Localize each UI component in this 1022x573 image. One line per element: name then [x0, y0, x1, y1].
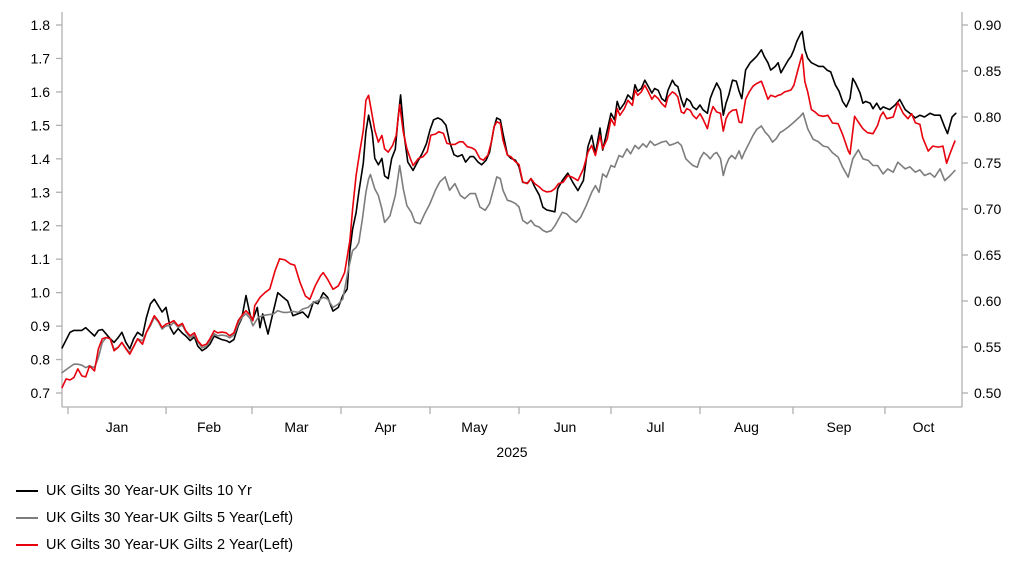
month-label-sep: Sep	[827, 419, 852, 435]
legend-line-swatch-gray	[16, 516, 38, 519]
legend-line-swatch-red	[16, 543, 38, 546]
right-axis-tick-label: 0.60	[974, 293, 1001, 309]
left-axis-tick-label: 0.8	[31, 352, 51, 368]
left-axis-tick-label: 1.1	[31, 251, 51, 267]
month-label-mar: Mar	[284, 419, 308, 435]
month-label-jun: Jun	[554, 419, 577, 435]
legend-label: UK Gilts 30 Year-UK Gilts 10 Yr	[46, 482, 252, 499]
legend-line-swatch-black	[16, 489, 38, 492]
left-axis-tick-label: 1.3	[31, 184, 51, 200]
left-axis-tick-label: 1.0	[31, 285, 51, 301]
series-line-3	[61, 53, 956, 389]
series-line-1	[61, 30, 957, 352]
x-axis-year-label: 2025	[496, 444, 527, 460]
left-axis-tick-label: 0.9	[31, 318, 51, 334]
month-label-may: May	[461, 419, 487, 435]
left-axis-tick-label: 1.7	[31, 50, 51, 66]
month-label-oct: Oct	[913, 419, 935, 435]
month-label-feb: Feb	[197, 419, 221, 435]
legend-label: UK Gilts 30 Year-UK Gilts 2 Year(Left)	[46, 536, 294, 553]
right-axis-tick-label: 0.75	[974, 155, 1001, 171]
left-axis-tick-label: 1.8	[31, 17, 51, 33]
right-axis-tick-label: 0.50	[974, 385, 1001, 401]
right-axis-tick-label: 0.55	[974, 339, 1001, 355]
month-label-aug: Aug	[734, 419, 759, 435]
right-axis-tick-label: 0.85	[974, 63, 1001, 79]
legend-item-30y-10y: UK Gilts 30 Year-UK Gilts 10 Yr	[16, 477, 293, 504]
legend-item-30y-2y: UK Gilts 30 Year-UK Gilts 2 Year(Left)	[16, 531, 293, 558]
month-label-jul: Jul	[647, 419, 665, 435]
right-axis-tick-label: 0.90	[974, 17, 1001, 33]
left-axis-tick-label: 1.6	[31, 84, 51, 100]
right-axis-tick-label: 0.70	[974, 201, 1001, 217]
left-axis-tick-label: 0.7	[31, 385, 51, 401]
chart-legend: UK Gilts 30 Year-UK Gilts 10 Yr UK Gilts…	[16, 477, 293, 558]
month-label-apr: Apr	[375, 419, 397, 435]
legend-item-30y-5y: UK Gilts 30 Year-UK Gilts 5 Year(Left)	[16, 504, 293, 531]
legend-label: UK Gilts 30 Year-UK Gilts 5 Year(Left)	[46, 509, 294, 526]
left-axis-tick-label: 1.2	[31, 218, 51, 234]
axes-layer: 1.8 1.7 1.6 1.5 1.4 1.3 1.2 1.1 1.0 0.9 0.8 0.7 0.90…	[31, 12, 1001, 435]
left-axis-tick-label: 1.5	[31, 117, 51, 133]
series-line-2	[61, 112, 956, 374]
month-label-jan: Jan	[106, 419, 129, 435]
series-layer	[61, 30, 957, 389]
right-axis-tick-label: 0.80	[974, 109, 1001, 125]
left-axis-tick-label: 1.4	[31, 151, 51, 167]
right-axis-tick-label: 0.65	[974, 247, 1001, 263]
